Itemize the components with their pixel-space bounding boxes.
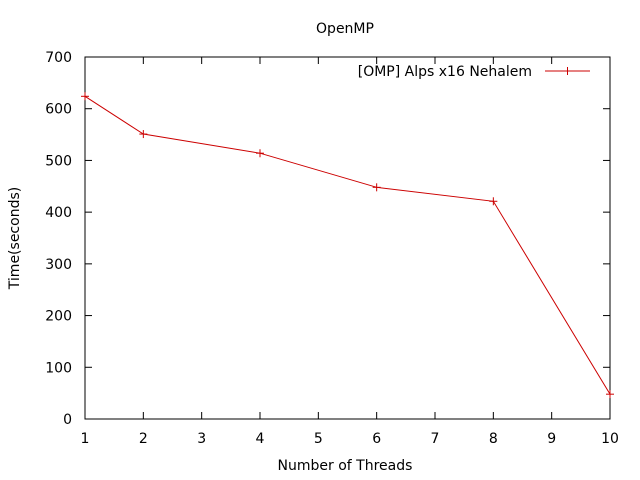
x-tick-label: 5 <box>314 431 323 447</box>
y-axis-label: Time(seconds) <box>7 187 23 290</box>
x-tick-label: 6 <box>372 431 381 447</box>
x-axis-label: Number of Threads <box>278 458 413 474</box>
data-point-marker <box>372 183 381 192</box>
y-tick-label: 600 <box>45 102 72 118</box>
y-tick-label: 400 <box>45 205 72 221</box>
x-tick-label: 9 <box>547 431 556 447</box>
x-tick-label: 2 <box>139 431 148 447</box>
chart-title: OpenMP <box>316 21 374 37</box>
y-axis: 0 100 200 300 400 500 600 700 <box>45 50 610 428</box>
x-tick-label: 3 <box>197 431 206 447</box>
y-tick-label: 200 <box>45 309 72 325</box>
x-axis: 1 2 3 4 5 6 7 8 9 10 <box>81 57 619 447</box>
legend-label: [OMP] Alps x16 Nehalem <box>358 64 532 80</box>
data-point-marker <box>606 390 614 399</box>
y-tick-label: 100 <box>45 360 72 376</box>
x-tick-label: 8 <box>489 431 498 447</box>
legend-swatch-marker <box>563 67 572 75</box>
series-line <box>84 95 611 395</box>
y-tick-label: 500 <box>45 153 72 169</box>
x-tick-label: 7 <box>431 431 440 447</box>
x-tick-label: 1 <box>81 431 90 447</box>
data-point-marker <box>256 149 264 158</box>
x-tick-label: 10 <box>601 431 619 447</box>
data-point-marker <box>81 92 89 101</box>
data-point-marker <box>489 197 498 206</box>
y-tick-label: 0 <box>63 412 72 428</box>
data-point-marker <box>139 130 148 139</box>
y-tick-label: 700 <box>45 50 72 66</box>
x-tick-label: 4 <box>256 431 265 447</box>
legend: [OMP] Alps x16 Nehalem <box>358 64 590 80</box>
y-tick-label: 300 <box>45 257 72 273</box>
plot-frame <box>84 56 611 420</box>
series-layer <box>81 92 614 399</box>
